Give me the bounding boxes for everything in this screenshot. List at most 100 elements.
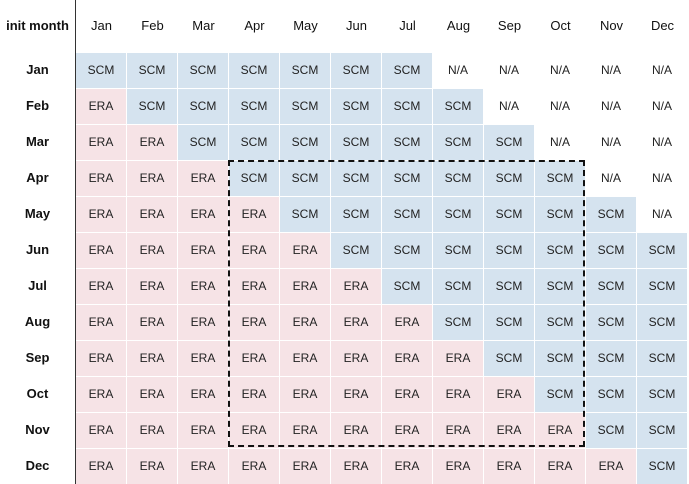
grid-cell: SCM [586,413,636,448]
grid-cell: SCM [586,377,636,412]
row-label-dec: Dec [25,458,50,473]
row-label-nov: Nov [25,422,50,437]
grid-cell: SCM [484,161,534,196]
grid-cell: SCM [331,53,381,88]
grid-cell: SCM [382,53,432,88]
grid-cell: ERA [229,341,279,376]
grid-cell: ERA [382,413,432,448]
grid-cell: SCM [586,269,636,304]
grid-cell: ERA [229,233,279,268]
grid-cell: SCM [280,161,330,196]
grid-cell: SCM [637,341,687,376]
grid-cell: N/A [586,125,636,160]
grid-cell: SCM [229,89,279,124]
row-label-apr: Apr [26,170,49,185]
grid-cell: N/A [535,53,585,88]
grid-cell: ERA [229,269,279,304]
grid-cell: ERA [76,449,126,484]
grid-cell: N/A [484,53,534,88]
grid-cell: SCM [280,89,330,124]
row-label-jan: Jan [26,62,49,77]
grid-cell: SCM [484,269,534,304]
grid-cell: ERA [76,89,126,124]
grid-cell: SCM [178,89,228,124]
column-header-mar: Mar [192,18,215,33]
grid-cell: ERA [127,233,177,268]
grid-cell: ERA [178,413,228,448]
grid-cell: ERA [382,377,432,412]
grid-cell: SCM [382,269,432,304]
grid-cell: ERA [178,197,228,232]
grid-cell: N/A [637,53,687,88]
grid-cell: N/A [484,89,534,124]
grid-cell: SCM [535,161,585,196]
column-header-jan: Jan [91,18,112,33]
row-label-mar: Mar [25,134,50,149]
grid-cell: SCM [127,53,177,88]
grid-cell: N/A [637,161,687,196]
row-label-aug: Aug [24,314,51,329]
grid-cell: ERA [331,377,381,412]
grid-cell: ERA [433,341,483,376]
grid-cell: ERA [76,233,126,268]
grid-cell: ERA [535,449,585,484]
grid-cell: SCM [433,233,483,268]
grid-cell: SCM [433,305,483,340]
grid-cell: SCM [76,53,126,88]
row-label-divider [75,0,76,484]
grid-cell: ERA [433,413,483,448]
grid-cell: SCM [535,233,585,268]
grid-cell: ERA [127,161,177,196]
grid-cell: SCM [280,53,330,88]
grid-cell: ERA [280,233,330,268]
grid-cell: SCM [331,161,381,196]
grid-cell: SCM [535,269,585,304]
grid-cell: SCM [637,377,687,412]
grid-cell: ERA [229,377,279,412]
grid-cell: SCM [229,161,279,196]
grid-cell: SCM [382,89,432,124]
grid-cell: ERA [127,413,177,448]
row-label-may: May [24,206,51,221]
grid-cell: ERA [280,377,330,412]
grid-cell: N/A [433,53,483,88]
grid-cell: ERA [331,413,381,448]
grid-cell: SCM [433,161,483,196]
grid-cell: SCM [484,125,534,160]
grid-cell: ERA [127,377,177,412]
grid-cell: SCM [229,53,279,88]
row-label-oct: Oct [26,386,49,401]
column-header-oct: Oct [550,18,571,33]
grid-cell: SCM [637,449,687,484]
grid-cell: SCM [331,89,381,124]
grid-cell: SCM [484,341,534,376]
grid-cell: SCM [382,197,432,232]
grid-cell: ERA [586,449,636,484]
grid-cell: ERA [76,161,126,196]
grid-cell: N/A [637,125,687,160]
grid-cell: SCM [382,233,432,268]
grid-cell: SCM [382,161,432,196]
grid-cell: ERA [127,341,177,376]
grid-cell: ERA [484,413,534,448]
grid-cell: ERA [76,269,126,304]
grid-cell: ERA [127,449,177,484]
grid-cell: ERA [484,449,534,484]
grid-cell: ERA [229,305,279,340]
grid-cell: SCM [586,197,636,232]
grid-cell: SCM [535,197,585,232]
row-label-jun: Jun [25,242,50,257]
grid-cell: SCM [382,125,432,160]
grid-cell: SCM [280,197,330,232]
grid-cell: N/A [637,197,687,232]
grid-cell: ERA [280,449,330,484]
grid-cell: SCM [535,377,585,412]
grid-cell: ERA [127,125,177,160]
grid-cell: ERA [331,341,381,376]
grid-cell: SCM [484,197,534,232]
grid-cell: SCM [586,305,636,340]
grid-cell: N/A [586,53,636,88]
grid-cell: ERA [229,197,279,232]
grid-cell: N/A [586,89,636,124]
